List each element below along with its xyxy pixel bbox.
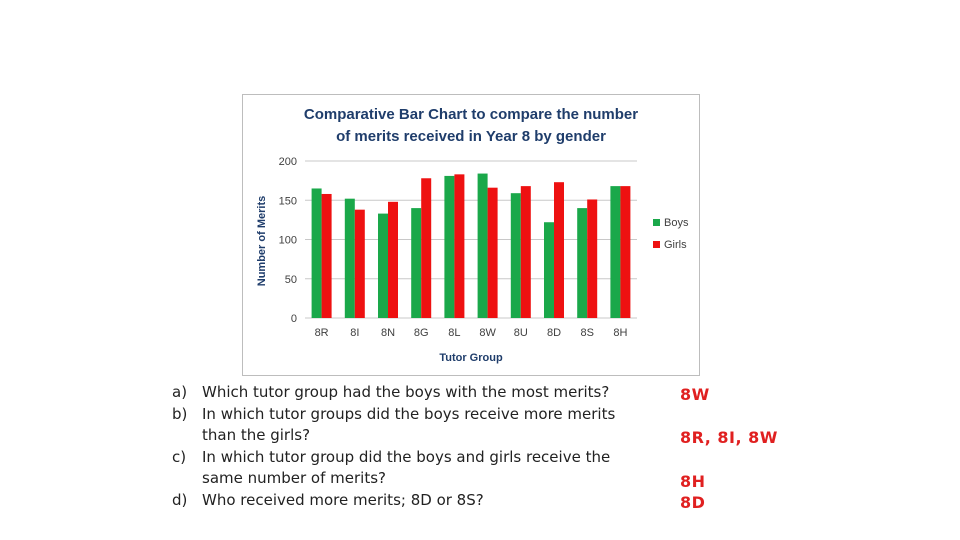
bar-boys-8h [610,186,621,318]
bar-girls-8d [554,182,564,318]
questions-list: a) Which tutor group had the boys with t… [172,382,692,511]
answer-d: 8D [680,493,706,512]
x-tick-label: 8S [580,327,593,339]
legend-label-girls: Girls [664,239,687,251]
bar-boys-8g [411,208,422,318]
question-text: In which tutor groups did the boys recei… [202,404,616,423]
bar-girls-8r [321,193,332,318]
question-text: Which tutor group had the boys with the … [202,383,610,401]
legend-swatch-girls [653,241,660,248]
x-tick-label: 8L [448,327,460,339]
x-tick-label: 8I [350,327,359,339]
question-letter: c) [172,447,187,466]
y-tick-label: 200 [279,156,297,168]
bar-girls-8g [421,178,432,318]
bar-girls-8u [520,186,531,318]
answer-a: 8W [680,385,710,404]
bar-chart: Comparative Bar Chart to compare the num… [256,106,689,364]
y-axis-title: Number of Merits [256,196,268,286]
chart-container: Comparative Bar Chart to compare the num… [242,94,700,376]
x-tick-label: 8H [613,327,627,339]
question-a: a) Which tutor group had the boys with t… [172,382,692,404]
bar-girls-8h [620,186,631,318]
legend-swatch-boys [653,219,660,226]
question-text: In which tutor group did the boys and gi… [202,447,611,466]
chart-title-line-1: Comparative Bar Chart to compare the num… [304,106,638,123]
bar-girls-8w [487,187,498,318]
bar-girls-8l [454,174,465,318]
question-c: c) In which tutor group did the boys and… [172,447,692,490]
bar-girls-8n [388,201,398,318]
legend-label-boys: Boys [664,217,689,229]
question-text: Who received more merits; 8D or 8S? [202,490,484,509]
x-tick-label: 8N [381,327,395,339]
bar-boys-8n [378,213,388,318]
question-letter: d) [172,490,188,509]
bar-boys-8w [477,173,488,318]
question-d: d) Who received more merits; 8D or 8S? [172,490,692,512]
answer-c: 8H [680,472,706,491]
y-tick-label: 150 [279,195,297,207]
y-tick-label: 100 [279,235,297,247]
y-tick-label: 0 [291,313,297,325]
x-tick-label: 8G [414,327,429,339]
bar-boys-8r [311,188,322,318]
bar-boys-8i [344,198,355,318]
x-tick-label: 8D [547,327,561,339]
bar-girls-8s [587,199,598,318]
x-axis-title: Tutor Group [439,352,503,364]
question-b: b) In which tutor groups did the boys re… [172,404,692,447]
bar-boys-8l [444,175,455,318]
bar-boys-8d [544,222,554,318]
question-text: same number of merits? [202,469,386,487]
bar-boys-8s [577,208,588,318]
bar-boys-8u [510,193,521,318]
question-letter: b) [172,404,188,423]
x-tick-label: 8W [479,327,496,339]
x-tick-label: 8U [514,327,528,339]
bar-girls-8i [354,209,365,318]
answer-b: 8R, 8I, 8W [680,428,778,447]
x-tick-label: 8R [315,327,329,339]
y-tick-label: 50 [285,274,297,286]
question-letter: a) [172,383,188,401]
question-text: than the girls? [202,426,311,444]
chart-title-line-2: of merits received in Year 8 by gender [336,128,606,145]
